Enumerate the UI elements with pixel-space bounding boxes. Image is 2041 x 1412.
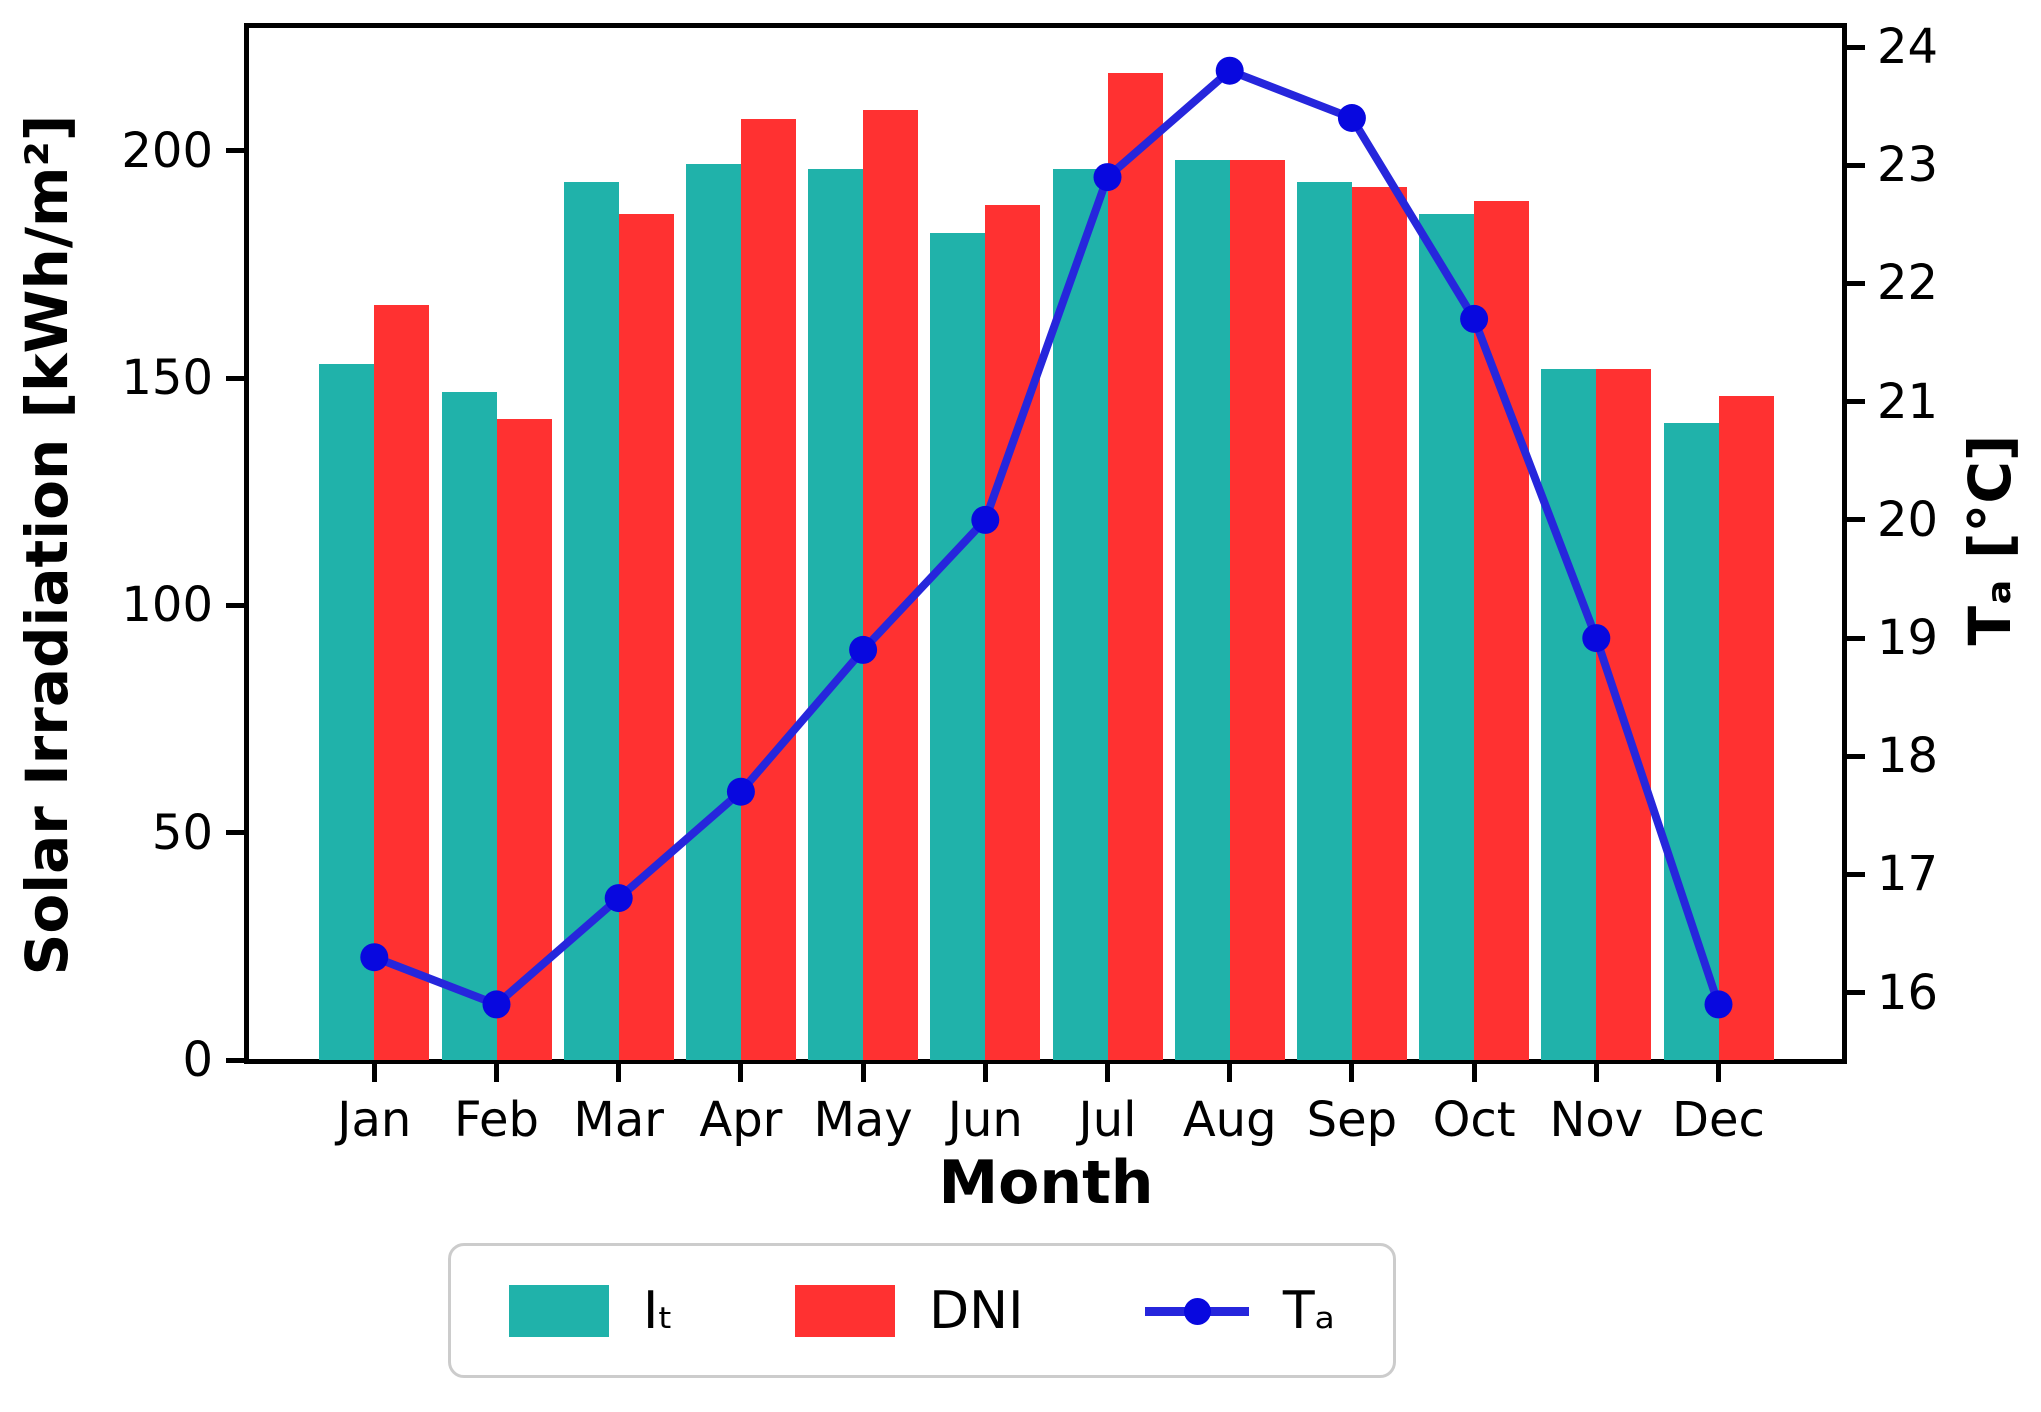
bar-dni-may [863, 109, 919, 1060]
y-right-tick-label: 18 [1877, 728, 1939, 785]
x-tick [1716, 1060, 1721, 1082]
y-right-tick [1843, 990, 1865, 996]
y-left-tick [226, 602, 248, 608]
y-right-tick-label: 17 [1877, 846, 1939, 903]
y-left-tick-label: 150 [121, 350, 213, 406]
x-tick-label-aug: Aug [1182, 1092, 1277, 1148]
bar-it-oct [1419, 214, 1475, 1060]
x-tick-label-feb: Feb [454, 1092, 539, 1148]
x-tick-label-oct: Oct [1432, 1092, 1516, 1148]
bar-it-nov [1541, 368, 1597, 1060]
x-tick [616, 1060, 622, 1082]
legend-item-dni: DNI [795, 1280, 1024, 1341]
y-left-tick-label: 50 [151, 804, 213, 861]
y-right-tick-label: 20 [1877, 491, 1939, 548]
x-axis-title: Month [938, 1148, 1154, 1218]
bar-it-apr [685, 164, 741, 1060]
bar-it-feb [441, 391, 497, 1060]
legend-item-it: Iₜ [509, 1280, 674, 1341]
y-left-tick [226, 1057, 248, 1063]
bar-dni-sep [1351, 187, 1407, 1060]
bar-dni-jul [1107, 73, 1163, 1060]
bar-dni-jan [374, 305, 430, 1060]
y-right-tick [1843, 162, 1865, 168]
y-right-tick [1843, 517, 1865, 523]
bar-dni-oct [1474, 200, 1530, 1060]
bar-it-jan [319, 364, 375, 1060]
y-left-tick-label: 100 [121, 577, 213, 634]
y-right-tick [1843, 399, 1865, 405]
y-right-tick-label: 21 [1877, 373, 1939, 430]
x-tick-label-apr: Apr [699, 1092, 783, 1148]
bar-it-may [808, 168, 864, 1060]
bar-dni-dec [1718, 396, 1774, 1060]
bar-dni-jun [985, 205, 1041, 1060]
y-left-tick [226, 830, 248, 836]
legend-label-dni: DNI [929, 1280, 1024, 1341]
x-tick [982, 1060, 988, 1082]
legend-label-it: Iₜ [643, 1280, 674, 1341]
x-tick [860, 1060, 866, 1082]
y-left-tick [226, 148, 248, 154]
x-tick-label-jan: Jan [337, 1092, 412, 1148]
legend-swatch-it [509, 1284, 609, 1337]
bar-dni-feb [496, 418, 552, 1060]
legend-swatch-dni [795, 1284, 896, 1337]
bar-it-sep [1296, 182, 1352, 1060]
right-axis-title: Tₐ [°C] [1956, 434, 2024, 646]
y-left-tick-label: 200 [121, 122, 213, 179]
y-right-tick-label: 19 [1877, 610, 1939, 667]
y-right-tick-label: 23 [1877, 137, 1939, 194]
bar-dni-apr [740, 118, 796, 1060]
x-tick [1593, 1060, 1599, 1082]
bar-dni-mar [618, 214, 674, 1060]
legend: Iₜ DNI Tₐ [448, 1243, 1396, 1378]
y-left-tick [226, 375, 248, 381]
y-right-tick-label: 22 [1877, 255, 1939, 312]
x-tick [1227, 1060, 1233, 1082]
x-tick [371, 1060, 377, 1082]
x-tick [1471, 1060, 1477, 1082]
x-tick [1349, 1060, 1355, 1082]
x-tick-label-mar: Mar [573, 1092, 664, 1148]
x-tick [1105, 1060, 1110, 1082]
x-tick-label-jun: Jun [947, 1092, 1023, 1148]
legend-line-marker [1183, 1297, 1211, 1325]
y-right-tick [1843, 753, 1865, 759]
legend-line-ta [1144, 1285, 1249, 1337]
x-tick-label-dec: Dec [1672, 1092, 1765, 1148]
bar-it-jun [930, 232, 986, 1060]
left-axis-title: Solar Irradiation [kWh/m²] [13, 114, 81, 976]
x-tick [738, 1060, 744, 1082]
y-right-tick-label: 24 [1877, 19, 1939, 76]
bar-dni-aug [1229, 159, 1285, 1060]
y-right-tick [1843, 280, 1865, 286]
bar-it-jul [1052, 168, 1108, 1060]
x-tick [494, 1060, 499, 1082]
y-right-tick-label: 16 [1877, 964, 1939, 1021]
y-right-tick [1843, 635, 1865, 641]
x-tick-label-sep: Sep [1306, 1092, 1398, 1148]
y-right-tick [1843, 871, 1865, 877]
x-tick-label-jul: Jul [1078, 1092, 1137, 1148]
bar-it-aug [1174, 159, 1230, 1060]
y-left-tick-label: 0 [182, 1032, 213, 1088]
y-right-tick [1843, 44, 1865, 50]
bar-dni-nov [1596, 368, 1652, 1060]
legend-item-ta: Tₐ [1144, 1280, 1335, 1341]
bar-it-mar [563, 182, 619, 1060]
legend-label-ta: Tₐ [1282, 1280, 1335, 1341]
x-tick-label-nov: Nov [1549, 1092, 1644, 1148]
bar-it-dec [1663, 423, 1719, 1060]
x-tick-label-may: May [813, 1092, 913, 1148]
